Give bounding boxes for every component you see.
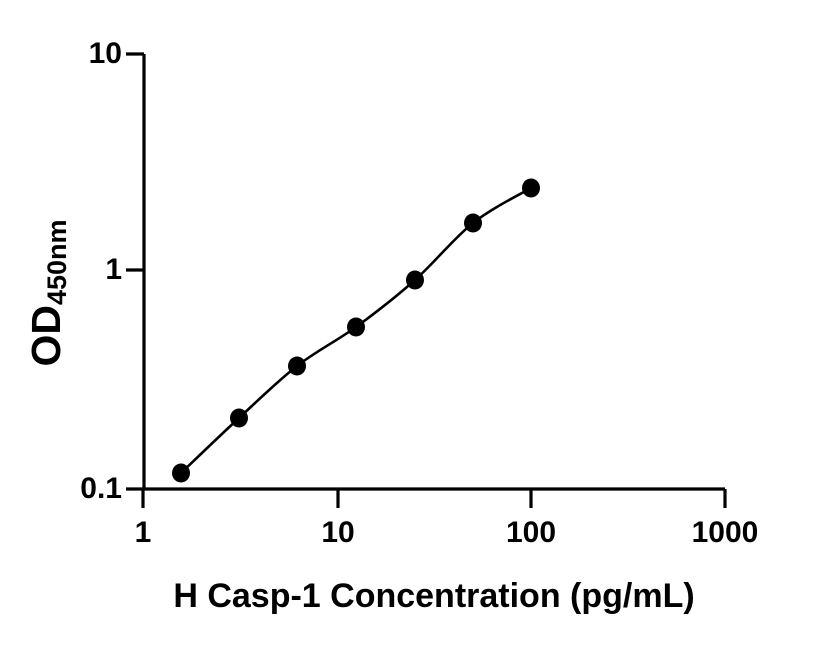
svg-text:OD450nm: OD450nm	[23, 219, 72, 366]
svg-text:10: 10	[89, 37, 122, 70]
svg-text:1: 1	[135, 516, 152, 549]
svg-text:1: 1	[105, 253, 122, 286]
svg-text:10: 10	[321, 516, 354, 549]
svg-text:100: 100	[506, 516, 556, 549]
svg-text:H Casp-1 Concentration (pg/mL): H Casp-1 Concentration (pg/mL)	[173, 577, 694, 615]
svg-text:1000: 1000	[692, 516, 759, 549]
svg-text:0.1: 0.1	[80, 472, 122, 505]
